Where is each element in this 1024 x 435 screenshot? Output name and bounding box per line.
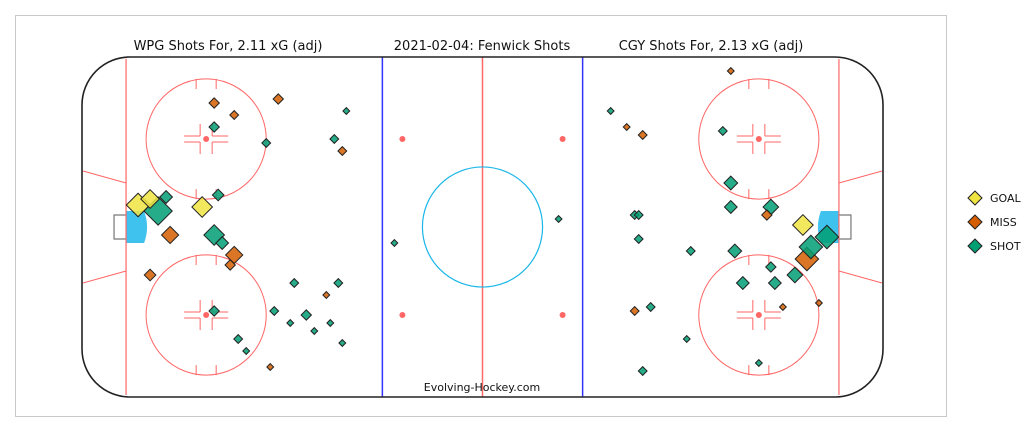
shot-marker-wpg-miss xyxy=(224,259,237,271)
chart-title: 2021-02-04: Fenwick Shots xyxy=(394,39,571,54)
shot-marker-cgy-miss xyxy=(814,298,824,308)
shot-marker-wpg-shot xyxy=(333,277,344,289)
left-title: WPG Shots For, 2.11 xG (adj) xyxy=(134,39,323,54)
shot-marker-cgy-shot xyxy=(786,266,804,284)
shot-marker-wpg-shot xyxy=(208,121,221,133)
shot-marker-wpg-miss xyxy=(143,268,157,282)
shot-marker-cgy-shot xyxy=(606,106,615,116)
goal-diamond-icon xyxy=(967,190,983,206)
faceoff-circle xyxy=(145,254,267,376)
rink xyxy=(81,56,884,398)
shot-marker-wpg-shot xyxy=(326,318,335,328)
legend-label-miss: MISS xyxy=(990,216,1017,229)
shot-marker-wpg-shot xyxy=(329,133,340,145)
shot-marker-wpg-shot xyxy=(286,318,295,328)
trapezoid-line xyxy=(82,270,127,284)
shots-layer xyxy=(125,66,840,377)
shot-marker-wpg-miss xyxy=(224,245,244,265)
legend: GOAL MISS SHOT xyxy=(967,190,1022,254)
faceoff-circle xyxy=(698,78,820,200)
shot-marker-cgy-shot xyxy=(637,365,648,377)
legend-item-shot: SHOT xyxy=(967,238,1021,254)
shot-marker-cgy-shot xyxy=(645,301,656,313)
shot-marker-wpg-shot xyxy=(342,106,351,116)
shot-marker-cgy-shot xyxy=(727,243,743,259)
shot-marker-wpg-miss xyxy=(272,93,285,105)
shot-marker-cgy-miss xyxy=(760,209,773,221)
faceoff-dot xyxy=(203,136,210,142)
shot-marker-cgy-shot xyxy=(754,358,763,368)
right-net xyxy=(838,214,852,240)
shot-marker-cgy-shot xyxy=(764,261,777,273)
shot-marker-cgy-shot xyxy=(633,209,644,221)
shot-marker-cgy-shot xyxy=(633,233,644,245)
rink-boards xyxy=(81,56,884,398)
shot-marker-cgy-shot xyxy=(685,245,696,257)
faceoff-circle xyxy=(698,254,820,376)
shot-marker-cgy-miss xyxy=(629,305,640,317)
shot-marker-cgy-shot xyxy=(798,234,824,260)
shot-marker-wpg-miss xyxy=(229,109,240,121)
shot-diamond-icon xyxy=(967,238,983,254)
shot-marker-wpg-miss xyxy=(322,290,331,300)
trapezoid-line xyxy=(838,170,883,184)
shot-marker-wpg-shot xyxy=(300,309,313,321)
shot-marker-wpg-shot xyxy=(208,305,221,317)
shot-marker-wpg-shot xyxy=(159,189,174,205)
faceoff-dot xyxy=(755,312,762,318)
shot-marker-wpg-shot xyxy=(269,305,280,317)
shot-marker-cgy-shot xyxy=(717,125,728,137)
shot-marker-wpg-shot xyxy=(215,235,230,251)
legend-label-goal: GOAL xyxy=(990,192,1022,205)
shot-marker-cgy-shot xyxy=(682,334,691,344)
right-title: CGY Shots For, 2.13 xG (adj) xyxy=(619,39,804,54)
shot-marker-cgy-shot xyxy=(767,275,782,291)
shot-marker-wpg-shot xyxy=(310,326,319,336)
faceoff-dot xyxy=(755,136,762,142)
neutral-zone-dot xyxy=(559,312,566,318)
shot-marker-cgy-miss xyxy=(726,66,735,76)
shot-marker-wpg-shot xyxy=(211,188,225,202)
shot-marker-cgy-shot xyxy=(723,175,739,191)
credit-text: Evolving-Hockey.com xyxy=(424,381,540,394)
shot-marker-wpg-shot xyxy=(261,137,272,149)
shot-marker-cgy-shot xyxy=(814,224,840,250)
legend-item-goal: GOAL xyxy=(967,190,1022,206)
shot-marker-cgy-miss xyxy=(622,122,631,132)
left-crease xyxy=(126,211,148,243)
left-net xyxy=(113,214,127,240)
shot-marker-wpg-shot xyxy=(289,277,300,289)
shot-marker-cgy-shot xyxy=(554,214,563,224)
faceoff-dot xyxy=(203,312,210,318)
chart-frame xyxy=(15,15,947,417)
shot-marker-wpg-miss xyxy=(160,225,180,245)
miss-diamond-icon xyxy=(967,214,983,230)
shot-marker-cgy-shot xyxy=(723,199,738,215)
shot-marker-cgy-miss xyxy=(778,302,787,312)
shot-marker-wpg-shot xyxy=(338,338,347,348)
shot-marker-cgy-shot xyxy=(735,275,750,291)
shot-marker-wpg-miss xyxy=(337,145,348,157)
shot-marker-cgy-miss xyxy=(637,129,648,141)
neutral-zone-dot xyxy=(559,136,566,142)
shot-marker-wpg-miss xyxy=(266,362,275,372)
shot-marker-wpg-shot xyxy=(242,346,251,356)
trapezoid-line xyxy=(838,270,883,284)
shot-marker-wpg-miss xyxy=(208,97,221,109)
shot-marker-cgy-goal xyxy=(791,213,814,237)
legend-item-miss: MISS xyxy=(967,214,1017,230)
center-circle xyxy=(421,166,544,288)
shot-marker-wpg-shot xyxy=(390,238,399,248)
neutral-zone-dot xyxy=(399,136,406,142)
neutral-zone-dot xyxy=(399,312,406,318)
shot-marker-wpg-goal xyxy=(140,188,161,210)
trapezoid-line xyxy=(82,170,127,184)
shot-marker-wpg-shot xyxy=(233,333,244,345)
shot-marker-wpg-goal xyxy=(191,195,214,219)
legend-label-shot: SHOT xyxy=(990,240,1021,253)
